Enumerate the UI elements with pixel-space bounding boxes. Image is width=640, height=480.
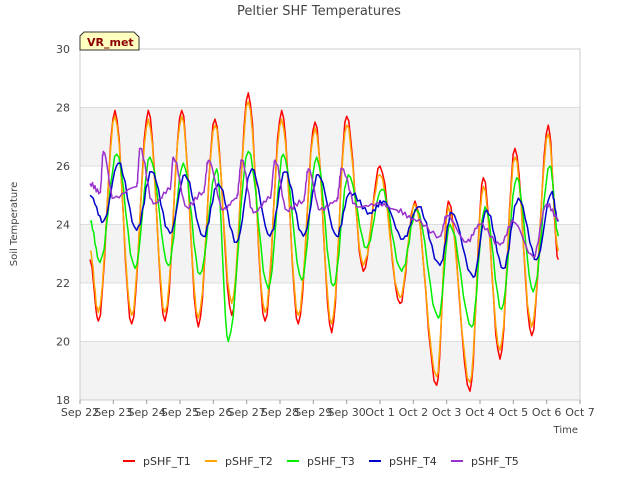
x-tick-label: Oct 5 xyxy=(499,406,529,419)
plot-band xyxy=(80,49,580,108)
x-tick-label: Sep 26 xyxy=(194,406,232,419)
x-tick-label: Oct 3 xyxy=(432,406,462,419)
x-tick-label: Sep 28 xyxy=(261,406,299,419)
plot-area-border xyxy=(79,48,581,401)
legend-label: pSHF_T1 xyxy=(143,455,191,468)
legend: pSHF_T1 pSHF_T2 pSHF_T3 pSHF_T4 pSHF_T5 xyxy=(123,455,519,468)
legend-label: pSHF_T3 xyxy=(307,455,355,468)
x-tick-label: Sep 22 xyxy=(61,406,99,419)
y-tick-label: 24 xyxy=(56,219,70,232)
x-tick-label: Sep 25 xyxy=(161,406,199,419)
y-tick-labels: 18 20 22 24 26 28 30 xyxy=(56,43,70,407)
x-tick-label: Oct 2 xyxy=(399,406,429,419)
site-badge: VR_met xyxy=(79,31,140,51)
x-tick-label: Sep 24 xyxy=(128,406,166,419)
x-tick-label: Sep 29 xyxy=(294,406,332,419)
y-tick-label: 18 xyxy=(56,394,70,407)
x-tick-label: Oct 6 xyxy=(532,406,562,419)
y-tick-label: 30 xyxy=(56,43,70,56)
series-line-pshf-t4 xyxy=(89,162,559,278)
x-tick-label: Sep 23 xyxy=(94,406,132,419)
x-axis-title: Time xyxy=(553,425,578,436)
legend-item: pSHF_T4 xyxy=(369,455,437,468)
site-badge-box xyxy=(79,31,140,51)
y-tick-label: 22 xyxy=(56,277,70,290)
series-line-pshf-t3 xyxy=(89,150,560,343)
series-line-pshf-t5 xyxy=(89,147,559,258)
legend-item: pSHF_T2 xyxy=(205,455,273,468)
x-tick-label: Oct 1 xyxy=(365,406,395,419)
y-tick-label: 28 xyxy=(56,102,70,115)
x-tick-label: Sep 30 xyxy=(328,406,366,419)
legend-item: pSHF_T1 xyxy=(123,455,191,468)
series-lines xyxy=(89,92,560,392)
legend-item: pSHF_T3 xyxy=(287,455,355,468)
chart-title: Peltier SHF Temperatures xyxy=(237,4,401,19)
legend-label: pSHF_T4 xyxy=(389,455,437,468)
legend-label: pSHF_T2 xyxy=(225,455,273,468)
series-line-pshf-t2 xyxy=(89,100,560,384)
x-tick-label: Oct 4 xyxy=(465,406,495,419)
x-tick-label: Sep 27 xyxy=(228,406,266,419)
plot-band xyxy=(80,341,580,400)
legend-item: pSHF_T5 xyxy=(451,455,519,468)
x-tick-label: Oct 7 xyxy=(565,406,595,419)
legend-label: pSHF_T5 xyxy=(471,455,519,468)
plot-band xyxy=(80,107,580,166)
y-tick-label: 20 xyxy=(56,336,70,349)
y-tick-label: 26 xyxy=(56,160,70,173)
site-badge-label: VR_met xyxy=(87,36,134,49)
y-axis-title: Soil Temperature xyxy=(9,182,20,267)
